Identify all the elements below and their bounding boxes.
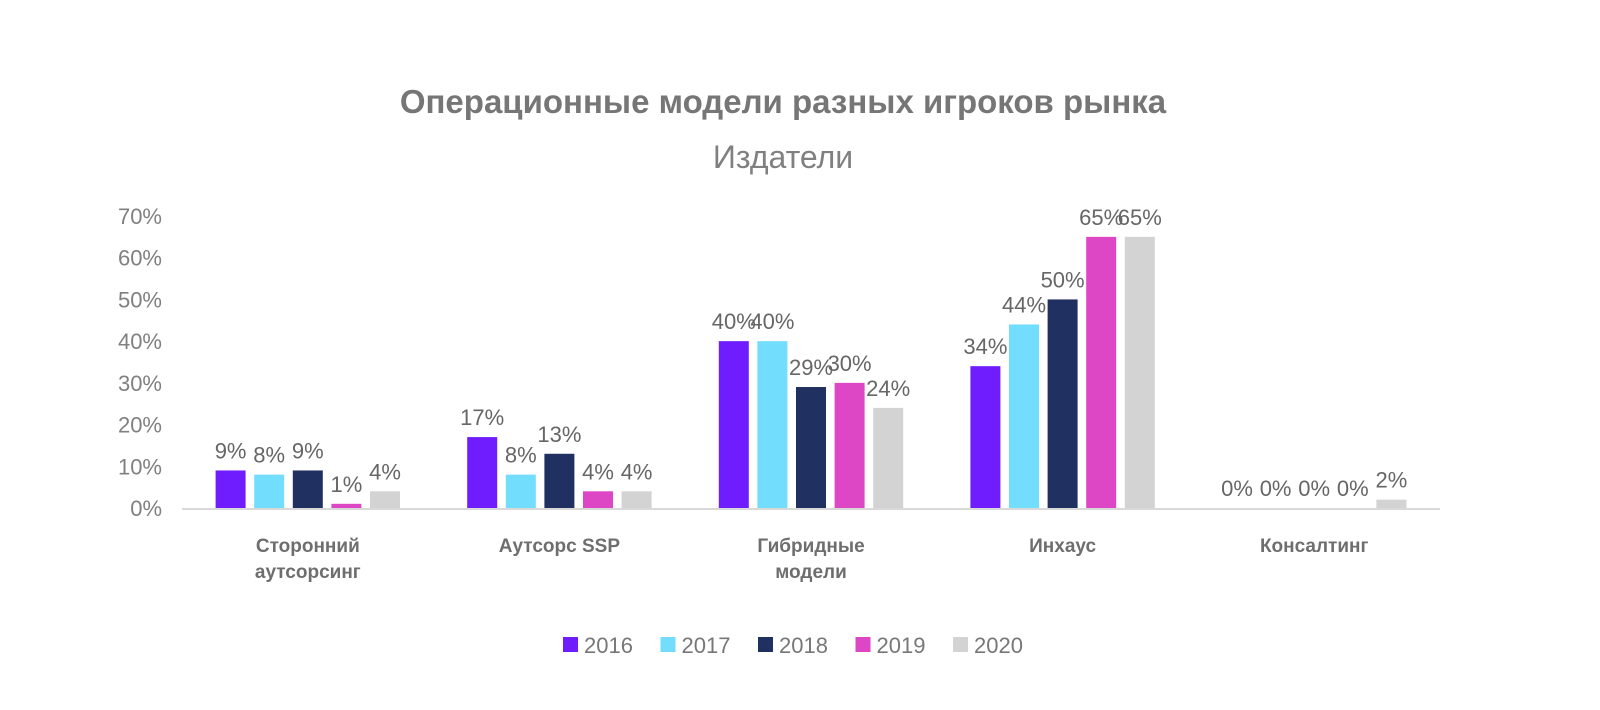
bars: 9% 8% 9%1%4%17%8%13%4% 4%40%40%29%30%24%34%…: [215, 205, 1408, 508]
legend-swatch-2018: [758, 637, 773, 652]
data-label: 0%: [1337, 476, 1369, 501]
bar-2019: [834, 382, 865, 508]
x-tick-label: Гибридные: [757, 536, 864, 557]
y-tick-label: 70%: [118, 204, 162, 229]
data-label: 40%: [750, 309, 794, 334]
data-label: 0%: [1298, 476, 1330, 501]
x-tick-label: Инхаус: [1029, 536, 1096, 557]
bar-2017: [757, 341, 788, 508]
data-label: 17%: [460, 405, 504, 430]
bar-2019: [331, 503, 362, 508]
data-label: 4%: [582, 459, 614, 484]
bar-2018: [292, 470, 323, 508]
bar-2018: [1047, 299, 1078, 508]
y-axis: 0% 10% 20% 30% 40% 50% 60% 70%: [118, 204, 1440, 521]
legend-swatch-2016: [563, 637, 578, 652]
bar-2016: [215, 470, 246, 508]
x-tick-label: Консалтинг: [1260, 536, 1369, 557]
bar-2016: [467, 437, 498, 508]
data-label: 9%: [292, 438, 324, 463]
legend-label: 2016: [584, 633, 633, 658]
data-label: 2%: [1376, 468, 1408, 493]
y-tick-label: 30%: [118, 371, 162, 396]
y-tick-label: 10%: [118, 454, 162, 479]
data-label: 29%: [789, 355, 833, 380]
legend-swatch-2017: [660, 637, 676, 652]
data-label: 44%: [1002, 292, 1046, 317]
data-label: 8%: [253, 443, 285, 468]
bar-2020: [873, 407, 904, 508]
data-label: 65%: [1079, 205, 1123, 230]
y-tick-label: 60%: [118, 246, 162, 271]
data-label: 40%: [712, 309, 756, 334]
data-label: 4%: [621, 459, 653, 484]
legend: 2016 2017 2018 2019 2020: [563, 633, 1023, 658]
data-label: 65%: [1118, 205, 1162, 230]
chart-title: Операционные модели разных игроков рынка: [400, 83, 1167, 120]
bar-2019: [583, 491, 613, 508]
data-label: 50%: [1041, 267, 1085, 292]
data-label: 0%: [1221, 476, 1253, 501]
bar-2017: [505, 474, 536, 508]
bar-2018: [796, 387, 826, 508]
data-label: 24%: [866, 376, 910, 401]
legend-label: 2020: [974, 633, 1023, 658]
x-axis: Сторонний аутсорсинг Аутсорс SSP Гибридные м…: [255, 536, 1369, 583]
y-tick-label: 40%: [118, 329, 162, 354]
legend-swatch-2019: [855, 637, 871, 652]
x-tick-label: Аутсорс SSP: [499, 536, 621, 557]
y-tick-label: 20%: [118, 413, 162, 438]
legend-label: 2019: [877, 633, 926, 658]
data-label: 4%: [369, 459, 401, 484]
bar-2020: [1124, 236, 1155, 508]
bar-2020: [370, 491, 400, 508]
data-label: 9%: [215, 438, 247, 463]
legend-label: 2017: [682, 633, 731, 658]
y-tick-label: 0%: [130, 496, 162, 521]
y-tick-label: 50%: [118, 287, 162, 312]
bar-2020: [1376, 499, 1407, 508]
data-label: 13%: [537, 422, 581, 447]
x-tick-label: модели: [775, 562, 847, 583]
bar-2017: [254, 474, 285, 508]
bar-2016: [970, 366, 1001, 508]
chart-subtitle: Издатели: [713, 139, 853, 175]
x-tick-label: аутсорсинг: [255, 562, 361, 583]
legend-label: 2018: [779, 633, 828, 658]
data-label: 0%: [1260, 476, 1292, 501]
bar-2017: [1009, 324, 1039, 508]
legend-swatch-2020: [953, 637, 968, 652]
bar-2020: [621, 491, 652, 508]
bar-2016: [718, 341, 749, 508]
data-label: 30%: [828, 351, 872, 376]
data-label: 34%: [963, 334, 1007, 359]
x-tick-label: Сторонний: [256, 536, 360, 557]
data-label: 1%: [331, 472, 363, 497]
bar-2019: [1086, 236, 1117, 508]
bar-2018: [544, 453, 575, 508]
data-label: 8%: [505, 443, 537, 468]
